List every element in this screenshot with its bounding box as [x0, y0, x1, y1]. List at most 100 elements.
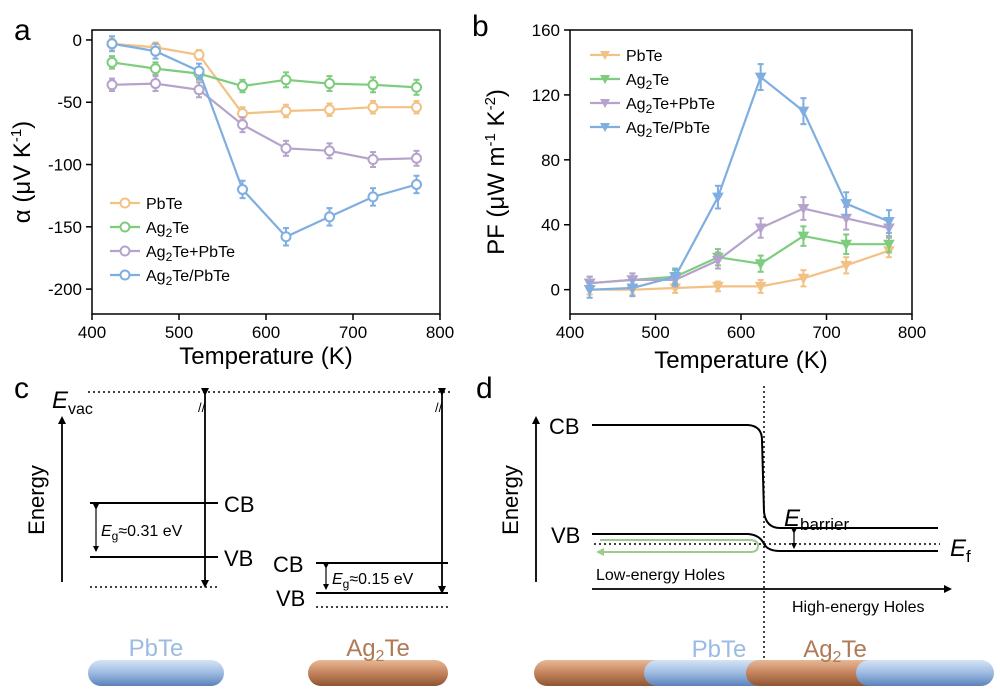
b-data-point: [754, 259, 767, 270]
b-data-point: [797, 231, 810, 243]
a-data-point: [150, 78, 162, 90]
b-series-line-2: [589, 207, 890, 285]
energy-axis-label: Energy: [24, 465, 49, 535]
d-rod-ag2te-right: [746, 660, 882, 686]
a-series-line-2: [111, 82, 417, 161]
ag2te-gap-label: Eg≈0.15 eV: [332, 571, 414, 591]
a-legend-label: Ag2Te/PbTe: [146, 268, 230, 288]
d-energy-axis-label: Energy: [498, 465, 523, 535]
pbte-rod: [88, 660, 224, 686]
panel-b-y-ticks: 0 40 80 120 160: [532, 21, 570, 300]
pbte-gap-label: Eg≈0.31 eV: [101, 523, 183, 543]
b-legend-marker: [600, 123, 610, 132]
a-data-point: [193, 65, 205, 77]
a-y-tick-label: -50: [57, 93, 82, 112]
a-legend-label: PbTe: [146, 196, 183, 213]
a-data-point: [193, 84, 205, 96]
a-data-point: [324, 145, 336, 157]
b-data-point: [712, 255, 724, 267]
a-data-point: [150, 45, 162, 57]
ag2te-vb-label: VB: [276, 586, 305, 611]
b-legend-label: PbTe: [626, 48, 663, 65]
a-legend-label: Ag2Te: [146, 220, 189, 240]
panel-a-frame: [91, 29, 441, 315]
panel-b-x-ticks: 400 500 600 700 800: [556, 314, 926, 342]
ag2te-cb-label: CB: [273, 552, 304, 577]
b-x-tick-label: 800: [898, 323, 926, 342]
a-data-point: [367, 79, 379, 91]
a-series-line-0: [111, 42, 417, 115]
a-data-point: [324, 211, 336, 223]
a-data-point: [237, 80, 249, 92]
panel-b: b 400 500 600 700 800 0 40 80 120 160 Temperatur…: [472, 10, 926, 374]
panel-b-label: b: [472, 10, 489, 43]
b-data-point: [797, 273, 810, 285]
a-y-tick-label: -100: [48, 156, 82, 175]
panel-a-legend: PbTe Ag2Te Ag2Te+PbTe Ag2Te/PbTe: [110, 196, 235, 288]
low-energy-holes-arrow: [596, 539, 760, 556]
a-data-point: [237, 183, 249, 195]
a-legend-marker: [119, 245, 131, 257]
a-series-line-3: [111, 42, 417, 239]
panel-a-label: a: [14, 14, 31, 47]
a-data-point: [150, 63, 162, 75]
d-rod-pbte-left: [644, 660, 768, 686]
a-data-point: [280, 74, 292, 86]
a-x-tick-label: 500: [165, 323, 193, 342]
b-data-point: [883, 239, 895, 251]
a-series-line-1: [111, 61, 417, 89]
panel-a-x-ticks: 400 500 600 700 800: [78, 314, 454, 342]
b-data-point: [754, 281, 767, 293]
b-data-point: [840, 260, 853, 272]
a-data-point: [324, 104, 336, 116]
b-legend-marker: [600, 99, 610, 108]
a-data-point: [411, 101, 423, 113]
a-x-tick-label: 800: [426, 323, 454, 342]
b-data-point: [712, 281, 724, 293]
panel-a: a 400 500 600 700 800 0 -50 -100 -150 -200 Tempe…: [8, 14, 454, 370]
b-series-line-3: [589, 75, 890, 291]
d-rod-pbte-right: [856, 660, 994, 686]
a-data-point: [280, 231, 292, 243]
pbte-rod-label: PbTe: [129, 635, 184, 662]
panel-d: d Energy CB VB Ebarrier Ef Low-energy Ho…: [476, 372, 994, 686]
d-vb-curve: [592, 533, 938, 552]
ag2te-rod-label: Ag2Te: [346, 635, 410, 665]
a-x-tick-label: 400: [78, 323, 106, 342]
b-y-tick-label: 120: [532, 86, 560, 105]
panel-a-y-label: α (μV K-1): [8, 121, 36, 223]
a-data-point: [324, 78, 336, 90]
panel-c-label: c: [14, 372, 29, 405]
pbte-cb-label: CB: [224, 492, 255, 517]
a-data-point: [280, 105, 292, 117]
d-cb-curve: [592, 424, 938, 529]
b-y-tick-label: 160: [532, 21, 560, 40]
b-series-line-0: [589, 249, 890, 291]
b-data-point: [797, 204, 810, 215]
b-x-tick-label: 400: [556, 323, 584, 342]
b-legend-marker: [600, 75, 610, 84]
a-y-tick-label: 0: [73, 31, 82, 50]
a-x-tick-label: 700: [339, 323, 367, 342]
evac-label: Evac: [52, 387, 93, 418]
b-data-point: [840, 199, 853, 210]
a-data-point: [106, 38, 118, 50]
b-data-point: [754, 72, 767, 84]
d-ag2te-label: Ag2Te: [803, 636, 867, 666]
b-legend-label: Ag2Te/PbTe: [626, 120, 710, 140]
a-data-point: [106, 79, 118, 91]
b-x-tick-label: 600: [727, 323, 755, 342]
a-legend-marker: [119, 197, 131, 209]
a-data-point: [367, 154, 379, 166]
b-data-point: [626, 283, 639, 295]
fermi-label: Ef: [950, 535, 971, 566]
ag2te-rod: [308, 660, 448, 686]
panel-b-legend: PbTe Ag2Te Ag2Te+PbTe Ag2Te/PbTe: [590, 48, 715, 140]
panel-b-frame: [569, 29, 913, 315]
ag2te-axis-break-icon: //: [435, 400, 443, 415]
a-legend-label: Ag2Te+PbTe: [146, 244, 235, 264]
a-data-point: [367, 101, 379, 113]
barrier-label: Ebarrier: [784, 505, 849, 534]
pbte-axis-break-icon: //: [198, 400, 206, 415]
